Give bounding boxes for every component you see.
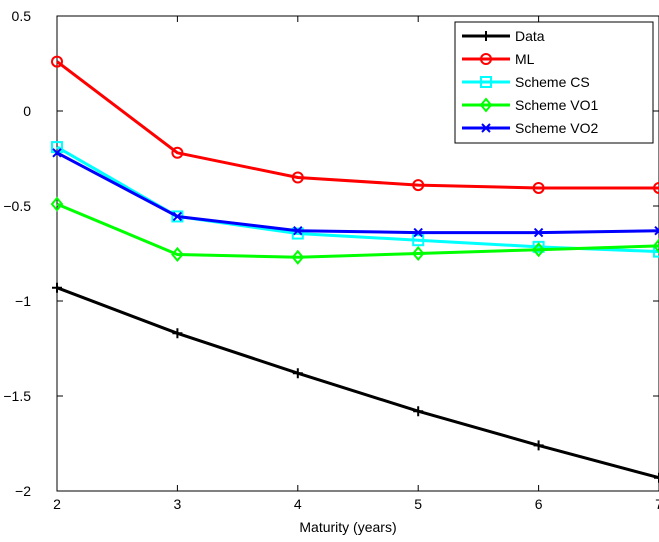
- x-tick-label: 5: [414, 496, 422, 512]
- legend-label: Scheme VO1: [515, 97, 598, 113]
- data-point: [652, 238, 659, 254]
- data-point: [52, 148, 62, 158]
- data-point: [653, 245, 659, 258]
- data-point: [532, 181, 545, 194]
- y-tick-labels: 0.5 0 −0.5 −1 −1.5 −2: [3, 8, 31, 499]
- data-point: [479, 97, 493, 113]
- data-point: [411, 245, 425, 262]
- y-tick-label: −1: [15, 293, 31, 309]
- y-tick-label: −0.5: [3, 198, 31, 214]
- data-point: [532, 240, 545, 253]
- legend-entry: Scheme VO2: [462, 120, 598, 136]
- series-line: [56, 286, 659, 480]
- series-line: [56, 60, 659, 190]
- data-point: [653, 181, 659, 194]
- data-point: [171, 246, 184, 263]
- legend-entry: ML: [462, 51, 535, 67]
- data-point: [533, 440, 544, 451]
- data-point: [532, 242, 545, 258]
- data-point: [293, 225, 303, 236]
- data-point: [291, 171, 304, 184]
- x-tick-label: 7: [655, 496, 659, 512]
- data-point: [480, 76, 492, 88]
- series-line: [56, 202, 659, 259]
- data-point: [50, 196, 64, 212]
- series-ml: [51, 55, 659, 194]
- data-point: [533, 227, 544, 238]
- series-scheme-vo1: [50, 196, 659, 265]
- legend: Data ML Scheme CS Scheme VO1 Scheme VO2: [454, 21, 654, 144]
- data-point: [412, 234, 425, 247]
- series-layer: [50, 55, 659, 483]
- data-point: [413, 227, 423, 238]
- y-tick-label: 0: [23, 103, 31, 119]
- data-point: [412, 179, 425, 192]
- data-point: [172, 328, 183, 339]
- data-point: [654, 225, 659, 236]
- data-point: [51, 55, 63, 68]
- data-point: [413, 406, 424, 417]
- data-point: [291, 249, 305, 265]
- tick-marks: [56, 15, 659, 492]
- series-line: [56, 151, 659, 235]
- x-tick-label: 3: [174, 496, 182, 512]
- x-tick-labels: 2 3 4 5 6 7: [53, 496, 659, 512]
- data-point: [172, 211, 183, 222]
- legend-label: ML: [515, 51, 535, 67]
- x-tick-label: 4: [294, 496, 302, 512]
- series-scheme-vo2: [52, 148, 659, 238]
- legend-entry: Scheme CS: [462, 74, 590, 90]
- y-tick-label: −2: [15, 483, 31, 499]
- y-tick-label: −1.5: [3, 388, 31, 404]
- legend-label: Scheme CS: [515, 74, 590, 90]
- data-point: [481, 31, 491, 41]
- y-tick-label: 0.5: [12, 8, 32, 24]
- data-point: [292, 368, 303, 379]
- x-tick-label: 2: [53, 496, 61, 512]
- series-data: [52, 282, 659, 483]
- x-axis-label: Maturity (years): [299, 519, 396, 535]
- legend-label: Data: [515, 28, 545, 44]
- legend-entry: Data: [462, 28, 545, 44]
- data-point: [481, 123, 491, 133]
- data-point: [291, 227, 304, 240]
- legend-label: Scheme VO2: [515, 120, 598, 136]
- data-point: [654, 472, 659, 483]
- legend-entry: Scheme VO1: [462, 97, 598, 113]
- x-tick-label: 6: [535, 496, 543, 512]
- data-point: [52, 282, 62, 293]
- data-point: [171, 146, 184, 159]
- data-point: [480, 53, 492, 65]
